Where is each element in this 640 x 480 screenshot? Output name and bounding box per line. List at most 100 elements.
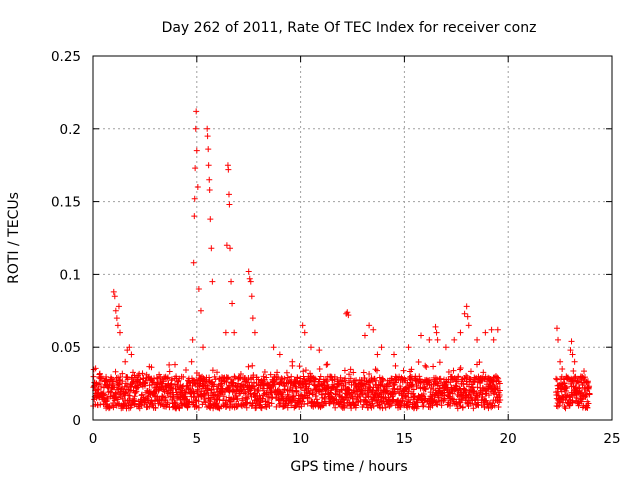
data-point (139, 391, 146, 398)
data-point (271, 379, 278, 386)
data-point (570, 377, 577, 384)
data-point (321, 394, 328, 401)
data-point (444, 385, 451, 392)
data-point (107, 388, 114, 395)
data-point (206, 403, 213, 410)
data-point (139, 370, 146, 377)
data-point (192, 165, 199, 172)
data-point (360, 369, 367, 376)
data-point (316, 366, 323, 373)
data-point (569, 377, 576, 384)
data-point (366, 383, 373, 390)
data-point (204, 385, 211, 392)
data-point (491, 402, 498, 409)
data-point (462, 387, 469, 394)
data-point (496, 380, 503, 387)
data-point (414, 403, 421, 410)
data-point (191, 213, 198, 220)
y-axis-ticks: 0 0.05 0.1 0.15 0.2 0.25 (51, 49, 612, 429)
data-point (114, 322, 121, 329)
data-point (322, 377, 329, 384)
data-point (173, 373, 180, 380)
x-axis-label: GPS time / hours (290, 459, 407, 475)
data-point (190, 259, 197, 266)
data-point (140, 395, 147, 402)
data-point (193, 147, 200, 154)
grid-lines (93, 56, 612, 420)
data-point (195, 404, 202, 411)
data-point (283, 380, 290, 387)
data-point (341, 367, 348, 374)
y-tick-label: 0.2 (60, 122, 81, 138)
data-point (494, 326, 501, 333)
data-point (152, 404, 159, 411)
data-point (319, 402, 326, 409)
data-point (397, 385, 404, 392)
data-point (301, 329, 308, 336)
data-point (559, 366, 566, 373)
data-point (451, 336, 458, 343)
data-point (257, 404, 264, 411)
x-tick-label: 0 (89, 431, 98, 447)
data-point (195, 285, 202, 292)
data-point (273, 376, 280, 383)
data-point (438, 379, 445, 386)
data-point (470, 405, 477, 412)
data-point (334, 387, 341, 394)
data-point (263, 374, 270, 381)
data-point (228, 278, 235, 285)
data-point (237, 370, 244, 377)
data-point (233, 403, 240, 410)
data-point (360, 401, 367, 408)
x-tick-label: 15 (396, 431, 413, 447)
data-point (345, 312, 352, 319)
data-point (463, 372, 470, 379)
data-point (456, 366, 463, 373)
data-point (379, 377, 386, 384)
data-point (100, 391, 107, 398)
data-point (457, 399, 464, 406)
data-point (149, 378, 156, 385)
data-point (209, 367, 216, 374)
data-point (205, 162, 212, 169)
data-point (474, 336, 481, 343)
data-point (300, 368, 307, 375)
data-point (479, 384, 486, 391)
data-point (488, 326, 495, 333)
plot-frame (92, 55, 613, 421)
data-point (153, 374, 160, 381)
data-point (112, 307, 119, 314)
data-point (222, 389, 229, 396)
data-point (206, 374, 213, 381)
data-point (227, 245, 234, 252)
data-point (345, 395, 352, 402)
data-point (250, 372, 257, 379)
data-point (570, 368, 577, 375)
data-point (405, 344, 412, 351)
data-point (563, 373, 570, 380)
data-point (150, 379, 157, 386)
data-point (332, 391, 339, 398)
data-point (214, 369, 221, 376)
data-point (111, 293, 118, 300)
data-point (374, 351, 381, 358)
data-point (261, 368, 268, 375)
y-tick-label: 0 (72, 413, 81, 429)
data-point (113, 315, 120, 322)
data-point (453, 400, 460, 407)
data-point (347, 366, 354, 373)
data-point (563, 384, 570, 391)
data-point (313, 396, 320, 403)
data-point (206, 176, 213, 183)
data-point (119, 385, 126, 392)
data-point (202, 399, 209, 406)
data-point (312, 392, 319, 399)
data-point (435, 394, 442, 401)
data-point (413, 382, 420, 389)
data-point (464, 313, 471, 320)
data-point (361, 332, 368, 339)
data-point (193, 108, 200, 115)
x-tick-label: 10 (292, 431, 309, 447)
data-point (231, 329, 238, 336)
data-point (485, 405, 492, 412)
